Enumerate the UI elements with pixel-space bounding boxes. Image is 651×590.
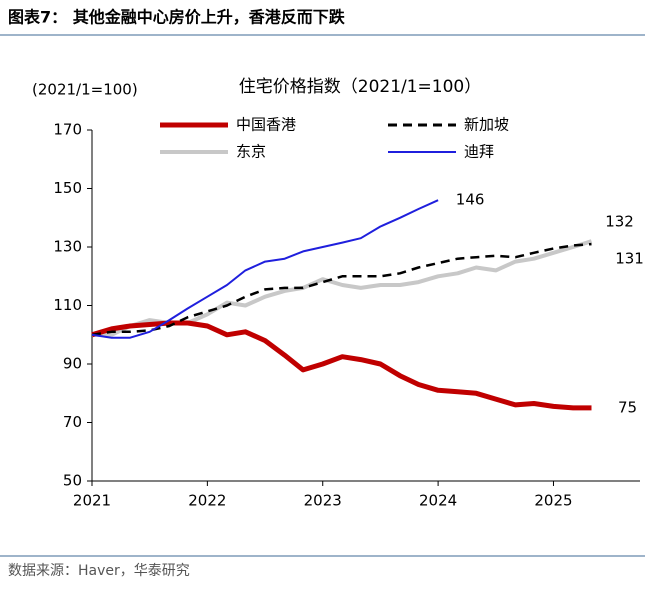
y-axis-label: (2021/1=100) [32,81,138,99]
legend-label: 迪拜 [464,143,494,161]
x-tick-label: 2023 [304,492,342,510]
x-tick-label: 2024 [419,492,457,510]
y-tick-label: 50 [63,472,82,490]
header: 图表7： 其他金融中心房价上升，香港反而下跌 [8,8,346,27]
y-tick-label: 150 [53,179,82,197]
legend-label: 中国香港 [236,116,296,134]
series-line [91,199,439,339]
x-tick-label: 2021 [73,492,111,510]
end-label: 132 [605,213,634,231]
chart-title: 住宅价格指数（2021/1=100） [239,77,482,97]
legend-label: 东京 [236,143,266,161]
x-tick-label: 2025 [534,492,572,510]
legend-label: 新加坡 [464,116,509,134]
series-line [91,242,592,337]
end-label: 75 [618,398,637,416]
y-tick-label: 90 [63,355,82,373]
end-label: 131 [615,250,644,268]
y-tick-label: 130 [53,238,82,256]
x-tick-label: 2022 [188,492,226,510]
y-tick-label: 110 [53,296,82,314]
source: 数据来源：Haver，华泰研究 [8,563,190,579]
y-tick-label: 70 [63,413,82,431]
series-line [91,320,592,411]
y-tick-label: 170 [53,121,82,139]
end-label: 146 [456,191,485,209]
